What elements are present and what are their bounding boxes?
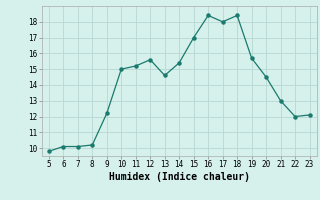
X-axis label: Humidex (Indice chaleur): Humidex (Indice chaleur): [109, 172, 250, 182]
